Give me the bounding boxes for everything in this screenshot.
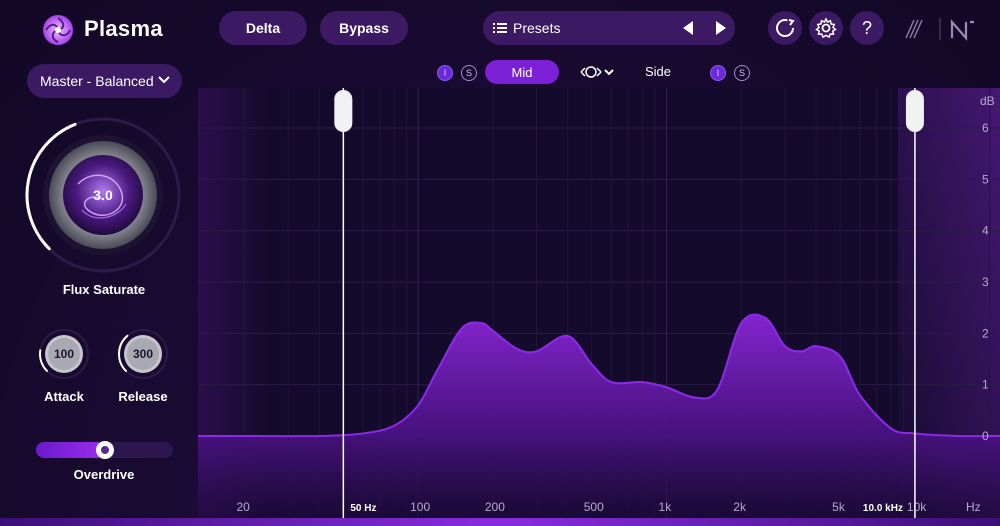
bottom-glow-bar	[0, 518, 1000, 526]
hz-unit-label: Hz	[966, 500, 981, 514]
frequency-tick-label: 1k	[659, 500, 673, 514]
db-tick-label: 6	[982, 121, 989, 135]
db-tick-label: 4	[982, 224, 989, 238]
overdrive-label: Overdrive	[73, 467, 135, 482]
top-bar: Plasma Delta Bypass Presets	[0, 0, 1000, 58]
presets-selector[interactable]: Presets	[483, 11, 735, 45]
overdrive-slider[interactable]	[36, 441, 173, 459]
presets-label: Presets	[513, 20, 561, 36]
list-icon	[493, 23, 507, 33]
db-tick-label: 0	[982, 429, 989, 443]
frequency-tick-label: 100	[410, 500, 430, 514]
module-preset-value: Master - Balanced	[40, 73, 154, 89]
overdrive-slider-thumb[interactable]	[95, 441, 114, 459]
db-tick-label: 5	[982, 172, 989, 186]
delta-button[interactable]: Delta	[219, 11, 307, 45]
next-preset-icon[interactable]	[716, 21, 726, 35]
flux-saturate-knob[interactable]: 3.0	[22, 114, 184, 276]
attack-label: Attack	[44, 389, 84, 404]
flux-saturate-label: Flux Saturate	[62, 282, 146, 297]
db-tick-label: 1	[982, 378, 989, 392]
overdrive-slider-fill	[36, 442, 105, 458]
left-panel: Master - Balanced	[0, 58, 198, 526]
low-cut-frequency-label: 50 Hz	[350, 503, 376, 514]
attack-knob[interactable]: 100	[38, 328, 90, 380]
previous-preset-icon[interactable]	[683, 21, 693, 35]
spectrum-area	[198, 314, 1000, 518]
low-cut-handle[interactable]	[334, 88, 353, 518]
side-tab[interactable]: Side	[645, 64, 672, 79]
loop-button[interactable]	[768, 11, 802, 45]
high-cut-handle[interactable]	[905, 88, 924, 518]
mid-solo-i-icon[interactable]: I	[437, 65, 453, 81]
frequency-tick-label: 10k	[907, 500, 927, 514]
chevron-down-icon	[158, 76, 170, 84]
release-knob[interactable]: 300	[117, 328, 169, 380]
db-tick-label: 2	[982, 326, 989, 340]
release-value: 300	[133, 347, 153, 361]
settings-button[interactable]	[809, 11, 843, 45]
db-axis-labels: dB 6 5 4 3 2 1 0	[980, 94, 995, 443]
db-unit-label: dB	[980, 94, 995, 108]
spectrum-chart: dB 6 5 4 3 2 1 0 20 100 200 500 1k 2k 5k 10k Hz 50 Hz 1…	[198, 88, 1000, 518]
mid-tab[interactable]: Mid	[485, 60, 559, 84]
high-cut-frequency-label: 10.0 kHz	[863, 503, 903, 514]
plasma-logo-icon	[43, 15, 73, 45]
flux-saturate-value: 3.0	[93, 187, 113, 203]
frequency-tick-label: 2k	[733, 500, 747, 514]
brand-logos-icon	[905, 18, 974, 41]
app-title: Plasma	[84, 16, 163, 41]
attack-value: 100	[54, 347, 74, 361]
release-label: Release	[118, 389, 168, 404]
loop-icon	[776, 19, 795, 37]
gear-icon	[815, 17, 837, 39]
stereo-link-icon[interactable]	[577, 64, 615, 80]
bypass-button[interactable]: Bypass	[320, 11, 408, 45]
side-solo-s-icon[interactable]: S	[734, 65, 750, 81]
side-solo-i-icon[interactable]: I	[710, 65, 726, 81]
spectrum-analyzer[interactable]: dB 6 5 4 3 2 1 0 20 100 200 500 1k 2k 5k 10k Hz 50 Hz 1…	[198, 88, 1000, 518]
mid-solo-s-icon[interactable]: S	[461, 65, 477, 81]
help-button[interactable]: ?	[850, 11, 884, 45]
frequency-tick-label: 500	[584, 500, 604, 514]
help-icon: ?	[861, 17, 872, 38]
frequency-tick-label: 5k	[832, 500, 846, 514]
module-preset-dropdown[interactable]: Master - Balanced	[27, 64, 182, 98]
spectrum-line	[198, 313, 1000, 438]
frequency-tick-label: 200	[485, 500, 505, 514]
frequency-tick-label: 20	[236, 500, 250, 514]
db-tick-label: 3	[982, 275, 989, 289]
frequency-axis-labels: 20 100 200 500 1k 2k 5k 10k Hz	[236, 500, 980, 514]
